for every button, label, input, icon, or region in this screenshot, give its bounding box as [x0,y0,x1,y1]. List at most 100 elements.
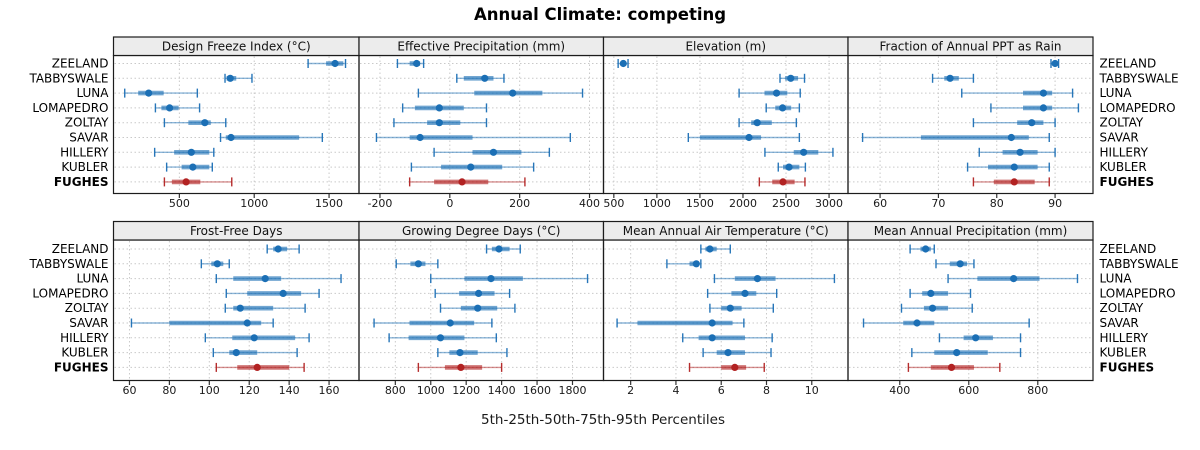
panel-frost-free-days-errorbar-kubler-median-dot [232,349,240,357]
row-label-left-kubler: KUBLER [61,346,108,360]
panel-mean-annual-precipitation-mm-errorbar-luna-median-dot [1010,275,1018,283]
panel-frost-free-days-axis-tick-label: 80 [162,384,176,397]
panel-elevation-m-axis-tick-label: 3000 [815,197,843,210]
panel-mean-annual-air-temperature-c-errorbar-zeeland-median-dot [706,245,714,253]
panel-fraction-of-annual-ppt-as-rain-errorbar-zeeland-median-dot [1051,59,1059,68]
panel-frost-free-days-errorbar-luna-median-dot [261,275,269,283]
panel-growing-degree-days-c-errorbar-zoltay-median-dot [474,304,482,312]
row-label-right-tabbyswale: TABBYSWALE [1099,71,1179,85]
panel-frost-free-days-axis-tick-label: 120 [239,384,260,397]
row-label-right-zeeland: ZEELAND [1100,242,1157,256]
panel-mean-annual-precipitation-mm-errorbar-fughes-median-dot [947,363,956,371]
row-label-right-luna: LUNA [1100,86,1133,100]
panel-effective-precipitation-mm-errorbar-fughes-median-dot [458,178,466,186]
panel-growing-degree-days-c-errorbar-luna-median-dot [487,275,495,283]
panel-mean-annual-precipitation-mm-border [847,239,1094,382]
panel-growing-degree-days-c-axis-tick-label: 1200 [452,384,480,397]
panel-mean-annual-air-temperature-c-errorbar-fughes-median-dot [731,363,739,371]
panel-fraction-of-annual-ppt-as-rain-border [847,54,1094,195]
row-label-right-kubler: KUBLER [1100,160,1147,174]
panel-elevation-m-axis-tick-label: 1000 [643,197,671,210]
row-label-left-zeeland: ZEELAND [52,242,109,256]
panel-fraction-of-annual-ppt-as-rain-errorbar-tabbyswale-median-dot [946,74,954,82]
panel-mean-annual-air-temperature-c-axis-tick-label: 2 [627,384,634,397]
panel-effective-precipitation-mm-errorbar-kubler-median-dot [467,163,475,171]
panel-elevation-m-axis-tick-label: 500 [603,197,624,210]
panel-growing-degree-days-c-axis-tick-label: 800 [385,384,406,397]
panel-elevation-m-errorbar-zoltay-median-dot [753,119,761,127]
row-label-right-fughes: FUGHES [1100,175,1155,189]
row-label-left-fughes: FUGHES [54,360,109,374]
panel-frost-free-days-axis-tick-label: 160 [319,384,340,397]
panel-mean-annual-precipitation-mm-errorbar-hillery-median-dot [972,334,980,342]
panel-fraction-of-annual-ppt-as-rain-errorbar-zoltay-median-dot [1028,119,1036,127]
row-label-right-hillery: HILLERY [1100,331,1149,345]
row-label-left-savar: SAVAR [69,131,108,145]
panel-growing-degree-days-c-errorbar-lomapedro-median-dot [474,289,483,297]
panel-fraction-of-annual-ppt-as-rain-axis-tick-label: 90 [1048,197,1062,210]
panel-fraction-of-annual-ppt-as-rain-axis-tick-label: 80 [990,197,1004,210]
panel-elevation-m-strip-title: Elevation (m) [685,40,766,54]
row-label-right-fughes: FUGHES [1100,360,1155,374]
panel-effective-precipitation-mm-errorbar-tabbyswale-median-dot [481,74,489,82]
panel-fraction-of-annual-ppt-as-rain-strip-title: Fraction of Annual PPT as Rain [879,40,1061,54]
row-label-right-zeeland: ZEELAND [1100,57,1157,71]
row-label-left-zoltay: ZOLTAY [65,116,109,130]
row-label-right-tabbyswale: TABBYSWALE [1099,257,1179,271]
panel-frost-free-days-strip-title: Frost-Free Days [190,224,283,238]
panel-mean-annual-air-temperature-c-axis-tick-label: 6 [718,384,725,397]
row-label-left-zeeland: ZEELAND [52,57,109,71]
panel-elevation-m-errorbar-zeeland-median-dot [619,59,627,68]
panel-growing-degree-days-c-errorbar-kubler-median-dot [456,349,464,357]
panel-frost-free-days-axis-tick-label: 60 [122,384,136,397]
panel-growing-degree-days-c-strip-title: Growing Degree Days (°C) [402,224,561,238]
row-label-left-tabbyswale: TABBYSWALE [28,71,108,85]
panel-effective-precipitation-mm-errorbar-zeeland-median-dot [413,59,421,68]
panel-effective-precipitation-mm-axis-tick-label: 200 [509,197,530,210]
panel-growing-degree-days-c-axis-tick-label: 1800 [558,384,586,397]
row-label-left-hillery: HILLERY [60,145,109,159]
panel-design-freeze-index-c-strip-title: Design Freeze Index (°C) [162,40,311,54]
row-label-left-lomapedro: LOMAPEDRO [32,286,108,300]
row-label-right-kubler: KUBLER [1100,346,1147,360]
panel-elevation-m-axis-tick-label: 2000 [729,197,757,210]
panel-fraction-of-annual-ppt-as-rain-errorbar-savar-median-dot [1007,133,1015,142]
panel-effective-precipitation-mm-strip-title: Effective Precipitation (mm) [397,40,565,54]
row-label-left-kubler: KUBLER [61,160,108,174]
panel-growing-degree-days-c-errorbar-zeeland-median-dot [495,245,503,253]
panel-fraction-of-annual-ppt-as-rain-errorbar-luna-median-dot [1039,89,1048,97]
panel-mean-annual-air-temperature-c-errorbar-zoltay-median-dot [726,304,734,312]
panel-fraction-of-annual-ppt-as-rain-axis-tick-label: 60 [873,197,887,210]
panel-mean-annual-air-temperature-c-errorbar-kubler-median-dot [724,349,732,357]
panel-mean-annual-air-temperature-c-strip-title: Mean Annual Air Temperature (°C) [623,224,829,238]
row-label-right-zoltay: ZOLTAY [1100,301,1144,315]
panel-frost-free-days-axis-tick-label: 100 [199,384,220,397]
panel-frost-free-days-errorbar-zoltay-median-dot [236,304,244,312]
panel-design-freeze-index-c-errorbar-fughes-median-dot [182,178,190,186]
percentile-caption: 5th-25th-50th-75th-95th Percentiles [481,412,725,428]
panel-design-freeze-index-c-axis-tick-label: 500 [169,197,190,210]
row-label-left-fughes: FUGHES [54,175,109,189]
panel-growing-degree-days-c-axis-tick-label: 1600 [523,384,551,397]
panel-frost-free-days-errorbar-lomapedro-median-dot [279,289,287,297]
panel-elevation-m-axis-tick-label: 1500 [686,197,714,210]
panel-frost-free-days-axis-tick-label: 140 [279,384,300,397]
panel-mean-annual-precipitation-mm-strip-title: Mean Annual Precipitation (mm) [874,224,1068,238]
panel-mean-annual-air-temperature-c-errorbar-lomapedro-median-dot [741,289,749,297]
panel-design-freeze-index-c-errorbar-zeeland-median-dot [331,59,339,68]
panel-design-freeze-index-c-errorbar-hillery-median-dot [187,148,195,156]
panel-mean-annual-precipitation-mm-errorbar-zoltay-median-dot [928,304,937,312]
panel-elevation-m-errorbar-kubler-median-dot [785,163,793,171]
row-label-right-lomapedro: LOMAPEDRO [1100,101,1176,115]
panel-elevation-m-errorbar-fughes-median-dot [779,178,787,186]
panel-mean-annual-precipitation-mm-errorbar-zeeland-median-dot [922,245,930,253]
panel-mean-annual-precipitation-mm-axis-tick-label: 600 [958,384,979,397]
panel-elevation-m-errorbar-savar-median-dot [745,133,753,142]
panel-elevation-m-border [602,54,849,195]
panel-mean-annual-precipitation-mm-errorbar-savar-median-dot [913,319,921,327]
panel-effective-precipitation-mm-errorbar-lomapedro-median-dot [435,104,443,112]
panel-mean-annual-precipitation-mm-errorbar-kubler-median-dot [953,349,961,357]
panel-mean-annual-air-temperature-c-axis-tick-label: 4 [672,384,679,397]
